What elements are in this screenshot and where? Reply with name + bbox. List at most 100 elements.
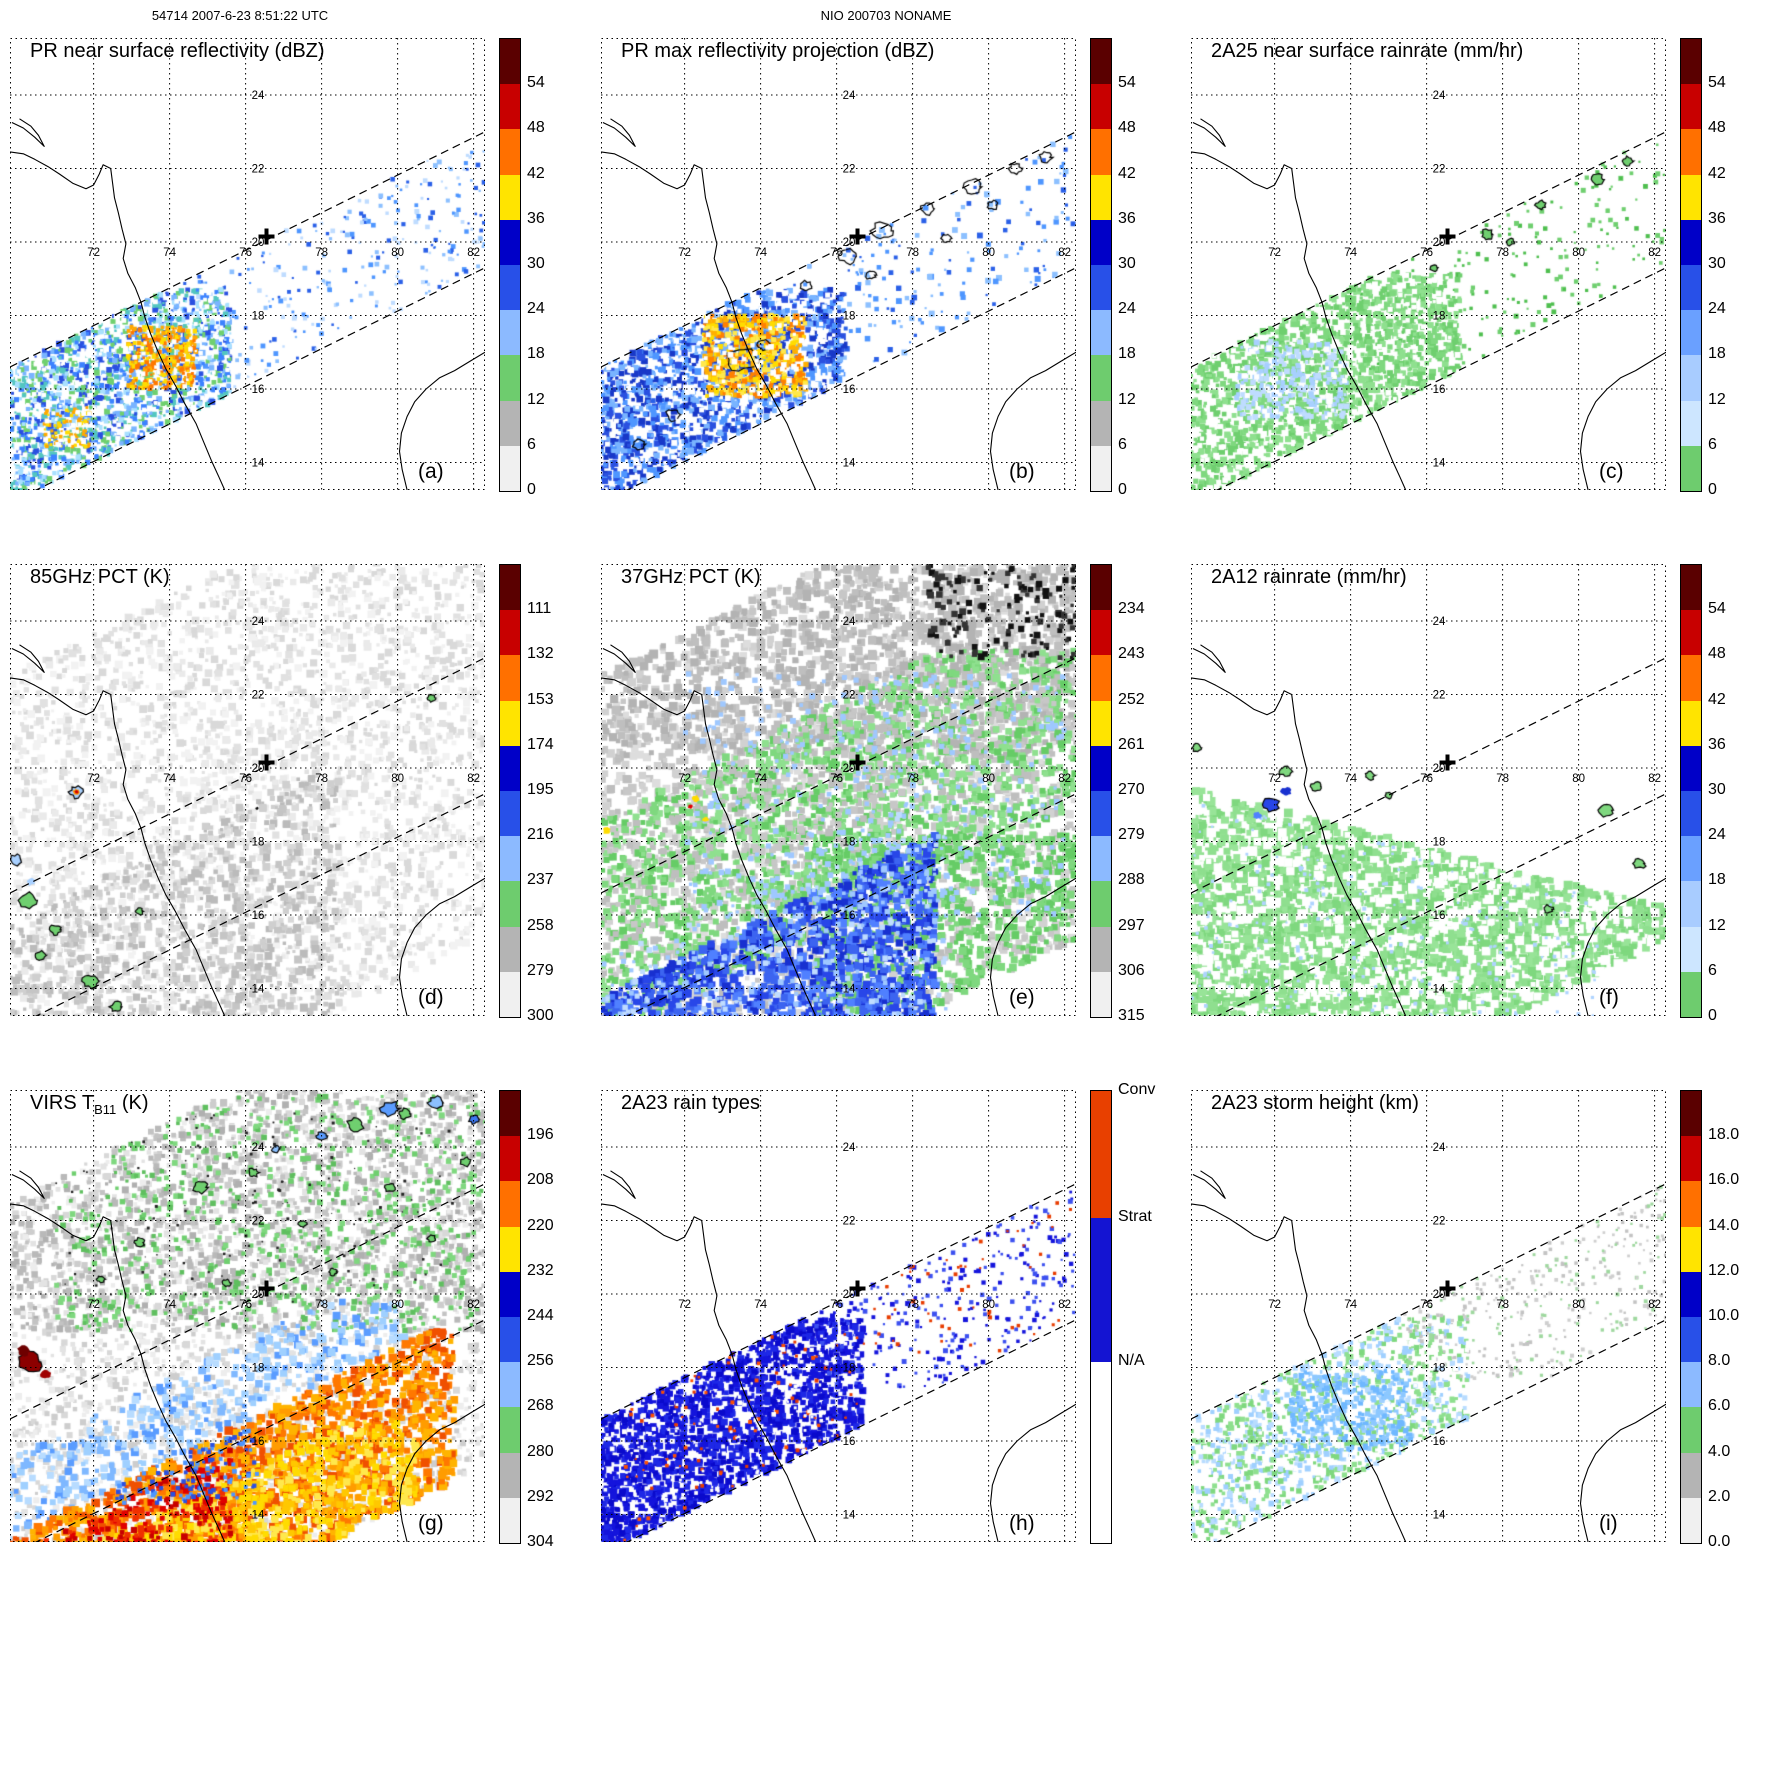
swath-edge-line <box>34 793 485 1016</box>
panel-b: 72 74 76 78 80 82 24 22 20 18 16 14 (b) PR max refle… <box>591 0 1179 524</box>
colorbar-segment <box>1681 1452 1701 1498</box>
colorbar-segment <box>1091 219 1111 265</box>
lon-label: 80 <box>391 1299 404 1311</box>
lat-label: 20 <box>252 1289 265 1301</box>
colorbar <box>1680 1090 1702 1544</box>
map-area: 72 74 76 78 80 82 24 22 20 18 16 14 (a) <box>10 38 485 490</box>
colorbar-segment <box>1681 174 1701 220</box>
panel-f: 72 74 76 78 80 82 24 22 20 18 16 14 (f) 2A12 rainrat… <box>1181 526 1769 1050</box>
colorbar-tick-label: 216 <box>527 826 554 844</box>
colorbar-segment <box>500 1181 520 1227</box>
map-area: 72 74 76 78 80 82 24 22 20 18 16 14 (d) <box>10 564 485 1016</box>
colorbar-tick-label: 24 <box>1708 826 1726 844</box>
colorbar <box>1090 38 1112 492</box>
panel-letter: (c) <box>1599 460 1624 483</box>
colorbar-segment <box>1681 565 1701 611</box>
coastline-kutch <box>602 1170 636 1199</box>
colorbar-segment <box>1091 355 1111 401</box>
colorbar <box>1090 564 1112 1018</box>
lon-label: 82 <box>1648 247 1661 259</box>
lat-label: 18 <box>1433 310 1446 322</box>
colorbar-segment <box>1681 1181 1701 1227</box>
lon-label: 72 <box>1268 247 1281 259</box>
map-canvas <box>10 1090 485 1542</box>
colorbar-segment <box>1681 1362 1701 1408</box>
panel-g: 72 74 76 78 80 82 24 22 20 18 16 14 (g) VIRS TB11 (K… <box>0 1052 588 1576</box>
lon-label: 72 <box>87 1299 100 1311</box>
colorbar-ticks: Conv Strat N/A <box>1118 1081 1176 1550</box>
colorbar-tick-label: 0 <box>1708 1007 1717 1024</box>
panel-letter: (f) <box>1599 986 1619 1009</box>
lon-label: 76 <box>239 773 252 785</box>
colorbar-segment <box>500 174 520 220</box>
lon-label: 80 <box>391 773 404 785</box>
colorbar-segment <box>500 881 520 927</box>
colorbar-tick-label: 18.0 <box>1708 1126 1740 1144</box>
swath-edge-line <box>601 657 1076 894</box>
panel-title-text: 37GHz PCT (K) <box>621 566 761 588</box>
swath-edge-line <box>1215 793 1666 1016</box>
colorbar-segment <box>1681 1271 1701 1317</box>
lat-label: 16 <box>1433 1436 1446 1448</box>
colorbar-tick-label: 42 <box>1118 164 1136 182</box>
colorbar-segment <box>1091 445 1111 491</box>
colorbar-tick-label: 292 <box>527 1487 554 1505</box>
colorbar-tick-label: 30 <box>1708 255 1726 272</box>
storm-center-marker <box>258 228 275 245</box>
colorbar-tick-label: 36 <box>1118 209 1136 227</box>
colorbar-segment <box>1681 355 1701 401</box>
lon-label: 80 <box>1572 247 1585 259</box>
map-canvas <box>601 564 1076 1016</box>
colorbar-tick-label: 237 <box>527 871 554 889</box>
colorbar-segment <box>1681 1136 1701 1182</box>
colorbar-segment <box>1681 400 1701 446</box>
colorbar-tick-label: 174 <box>527 735 554 753</box>
colorbar-tick-label: 48 <box>1708 645 1726 663</box>
lat-label: 24 <box>1433 616 1446 628</box>
coastline-west <box>10 1203 226 1542</box>
coastline-east <box>398 351 485 490</box>
panel-letter: (g) <box>418 1512 444 1535</box>
lat-label: 18 <box>252 310 265 322</box>
coastline-east <box>398 877 485 1016</box>
panel-h: 72 74 76 78 80 82 24 22 20 18 16 14 (h) 2A23 rain ty… <box>591 1052 1179 1576</box>
colorbar-tick-label: 36 <box>1708 209 1726 227</box>
lat-label: 24 <box>843 616 856 628</box>
lon-label: 72 <box>678 1299 691 1311</box>
colorbar-ticks: 54 48 42 36 30 24 18 12 6 0 <box>527 38 585 498</box>
colorbar-tick-label: 30 <box>1708 781 1726 798</box>
map-border <box>601 1090 1076 1542</box>
lat-label: 14 <box>252 457 265 469</box>
lat-label: 22 <box>1433 163 1446 175</box>
colorbar-segment <box>1091 745 1111 791</box>
colorbar-segment <box>1681 926 1701 972</box>
panel-letter: (i) <box>1599 1512 1618 1535</box>
lat-label: 14 <box>843 1509 856 1521</box>
colorbar-tick-label: 18 <box>1118 345 1136 363</box>
colorbar-tick-label: 196 <box>527 1126 554 1144</box>
storm-center-marker <box>849 1280 866 1297</box>
colorbar-segment <box>1681 219 1701 265</box>
lon-label: 80 <box>982 1299 995 1311</box>
lat-label: 18 <box>252 836 265 848</box>
colorbar-segment <box>1681 264 1701 311</box>
colorbar-segment <box>1681 310 1701 356</box>
colorbar-tick-label: 12 <box>1708 390 1726 408</box>
map-overlay: 72 74 76 78 80 82 24 22 20 18 16 14 (g) <box>10 1090 485 1542</box>
lon-label: 76 <box>1420 773 1433 785</box>
lat-label: 22 <box>843 689 856 701</box>
lat-label: 20 <box>843 1289 856 1301</box>
lat-label: 22 <box>1433 689 1446 701</box>
colorbar-segment <box>1091 310 1111 356</box>
colorbar-segment <box>500 1497 520 1543</box>
panel-title: PR near surface reflectivity (dBZ) <box>30 40 325 65</box>
colorbar-tick-label: 244 <box>527 1307 554 1324</box>
colorbar-segment <box>500 39 520 85</box>
swath-edge-line <box>10 1183 485 1420</box>
lat-label: 20 <box>1433 237 1446 249</box>
colorbar-tick-label: 12 <box>1118 390 1136 408</box>
colorbar <box>499 564 521 1018</box>
panel-i: 72 74 76 78 80 82 24 22 20 18 16 14 (i) 2A23 storm h… <box>1181 1052 1769 1576</box>
lon-label: 78 <box>315 773 328 785</box>
lat-label: 20 <box>1433 1289 1446 1301</box>
